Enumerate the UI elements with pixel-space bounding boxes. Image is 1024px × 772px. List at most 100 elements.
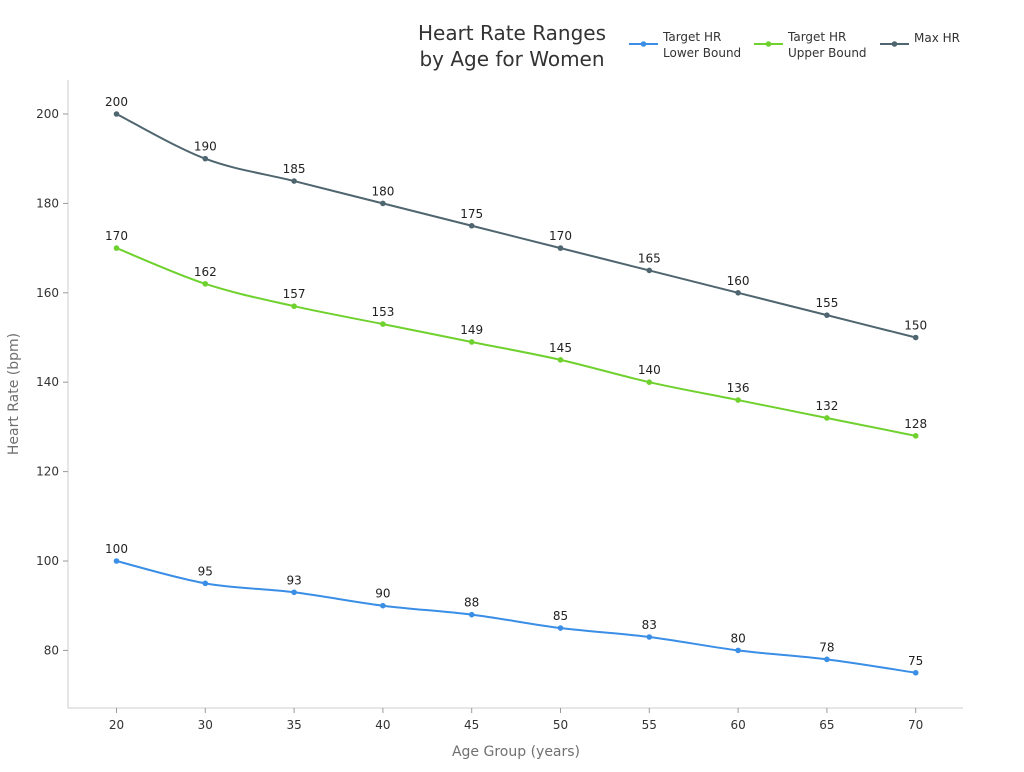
x-axis-ticks: 20 30 35 40 45 50 55 60 65 70	[109, 708, 923, 732]
series-upper-data-label: 162	[194, 265, 217, 279]
series-upper-point	[912, 433, 919, 439]
series-lower: 100 95 93 90 88 85 83 80 78 75	[105, 542, 923, 676]
series-lower-data-label: 78	[819, 640, 834, 654]
series-lower-point	[291, 589, 297, 596]
y-tick-label: 160	[36, 286, 59, 300]
series-lower-data-label: 93	[286, 573, 301, 587]
legend-item-max: Max HR	[880, 31, 960, 47]
series-upper-point	[380, 321, 386, 327]
series-max-point	[824, 312, 830, 318]
series-upper-data-label: 153	[371, 305, 394, 319]
series-upper: 170 162 157 153 149 145 140 136 132 128	[105, 229, 927, 439]
x-tick-label: 30	[198, 718, 213, 732]
series-lower-data-label: 80	[730, 631, 745, 645]
legend: Target HR Lower Bound Target HR Upper Bound…	[629, 30, 960, 60]
series-upper-data-label: 157	[283, 287, 306, 301]
series-max-data-label: 150	[904, 319, 927, 333]
legend-swatch-marker	[765, 41, 772, 47]
series-lower-point	[202, 580, 209, 587]
series-max-line	[116, 113, 916, 339]
series-lower-data-label: 85	[553, 609, 568, 623]
series-upper-data-label: 145	[549, 341, 572, 355]
series-max-data-label: 155	[815, 296, 838, 310]
x-tick-label: 35	[286, 718, 301, 732]
legend-swatch-marker	[891, 41, 898, 47]
x-tick-label: 40	[375, 718, 390, 732]
chart-title-line-1: Heart Rate Ranges	[418, 21, 606, 45]
y-axis-ticks: 80 100 120 140 160 180 200	[36, 107, 68, 657]
series-lower-point	[468, 611, 475, 618]
legend-label: Target HR	[787, 30, 846, 44]
series-upper-data-label: 140	[638, 363, 661, 377]
series-lower-point	[912, 669, 919, 676]
series-upper-point	[468, 339, 475, 345]
series-upper-point	[291, 303, 297, 310]
y-tick-label: 100	[36, 554, 59, 568]
series-max-point	[380, 200, 386, 207]
series-lower-data-label: 100	[105, 542, 128, 556]
x-tick-label: 20	[109, 718, 124, 732]
series-max-point	[646, 267, 653, 274]
series-max-point	[291, 178, 297, 184]
series-lower-data-label: 90	[375, 587, 390, 601]
series-max-data-label: 200	[105, 95, 128, 109]
y-axis-title: Heart Rate (bpm)	[6, 333, 22, 455]
chart-title-line-2: by Age for Women	[419, 47, 604, 71]
series-lower-point	[646, 634, 653, 640]
legend-item-upper: Target HR Upper Bound	[754, 30, 867, 60]
series-lower-data-label: 75	[908, 654, 923, 668]
series-lower-point	[557, 625, 564, 631]
legend-item-lower: Target HR Lower Bound	[629, 30, 741, 60]
series-lower-point	[824, 656, 830, 663]
series-upper-data-label: 136	[727, 381, 750, 395]
y-tick-label: 200	[36, 107, 59, 121]
y-tick-label: 180	[36, 196, 59, 210]
series-upper-point	[824, 415, 830, 421]
series-upper-data-label: 170	[105, 229, 128, 243]
series-upper-point	[202, 281, 209, 287]
y-tick-label: 140	[36, 375, 59, 389]
x-tick-label: 70	[908, 718, 923, 732]
series-upper-data-label: 128	[904, 417, 927, 431]
series-upper-point	[113, 245, 120, 251]
series-max-data-label: 175	[460, 207, 483, 221]
series-max-point	[202, 155, 209, 162]
series-lower-point	[735, 647, 741, 654]
series-max-data-label: 160	[727, 274, 750, 288]
series-upper-point	[735, 397, 741, 403]
series-max-point	[912, 334, 919, 341]
series-max-data-label: 190	[194, 140, 217, 154]
legend-label: Lower Bound	[663, 46, 741, 60]
x-tick-label: 50	[553, 718, 568, 732]
x-tick-label: 60	[730, 718, 745, 732]
series-upper-data-label: 149	[460, 323, 483, 337]
series-max-data-label: 170	[549, 229, 572, 243]
x-tick-label: 55	[642, 718, 657, 732]
y-tick-label: 120	[36, 465, 59, 479]
series-upper-point	[646, 379, 653, 386]
series-max-point	[557, 245, 564, 251]
legend-label: Target HR	[662, 30, 721, 44]
series-max: 200 190 185 180 175 170 165 160 155 150	[105, 95, 927, 341]
series-max-point	[468, 222, 475, 229]
series-upper-data-label: 132	[815, 399, 838, 413]
x-tick-label: 65	[819, 718, 834, 732]
series-max-data-label: 185	[283, 162, 306, 176]
legend-swatch-marker	[640, 41, 647, 47]
series-lower-point	[380, 602, 386, 609]
series-lower-data-label: 88	[464, 596, 479, 610]
legend-label: Max HR	[914, 31, 960, 45]
x-axis-title: Age Group (years)	[452, 744, 580, 760]
series-lower-data-label: 95	[198, 564, 213, 578]
series-max-data-label: 180	[371, 184, 394, 198]
series-upper-point	[557, 357, 564, 363]
legend-label: Upper Bound	[788, 46, 867, 60]
series-max-point	[735, 290, 741, 296]
series-upper-line	[116, 247, 916, 437]
y-tick-label: 80	[44, 643, 59, 657]
series-layer: 1009593908885838078751701621571531491451…	[105, 95, 927, 676]
series-lower-line	[116, 560, 916, 674]
x-tick-label: 45	[464, 718, 479, 732]
